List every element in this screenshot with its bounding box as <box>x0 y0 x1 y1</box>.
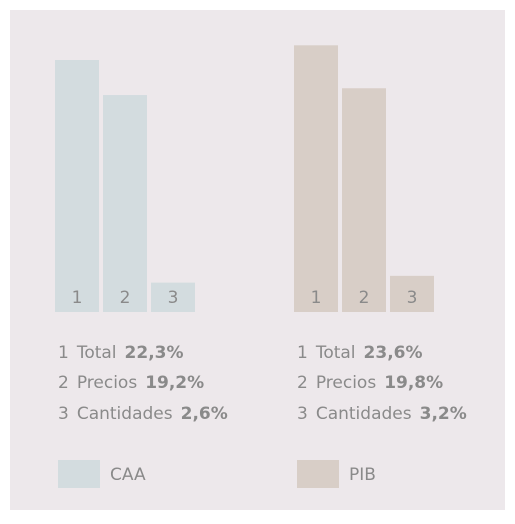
list-item: 3 Cantidades 3,2% <box>297 404 467 424</box>
item-name: Total <box>76 343 117 363</box>
item-number: 1 <box>58 343 69 363</box>
item-name: Precios <box>77 373 137 393</box>
list-item: 1 Total 22,3% <box>58 343 184 363</box>
bar <box>294 45 338 312</box>
item-value: 19,2% <box>145 373 204 393</box>
bar <box>103 95 147 312</box>
legend-label: CAA <box>110 465 146 485</box>
bar-label: 1 <box>72 288 83 308</box>
item-name: Total <box>315 343 356 363</box>
item-name: Cantidades <box>77 404 173 424</box>
item-number: 3 <box>297 404 308 424</box>
bar <box>342 88 386 312</box>
bar <box>390 275 434 312</box>
bar <box>151 282 195 312</box>
item-number: 1 <box>297 343 308 363</box>
item-value: 23,6% <box>364 343 423 363</box>
item-value: 22,3% <box>125 343 184 363</box>
bar-label: 2 <box>359 288 370 308</box>
item-value: 2,6% <box>181 404 228 424</box>
bar-label: 2 <box>120 288 131 308</box>
bar-label: 3 <box>407 288 418 308</box>
list-item: 1 Total 23,6% <box>297 343 423 363</box>
item-value: 19,8% <box>384 373 443 393</box>
item-name: Cantidades <box>316 404 412 424</box>
legend-label: PIB <box>349 465 376 485</box>
legend-swatch <box>297 460 339 488</box>
item-name: Precios <box>316 373 376 393</box>
bar-label: 3 <box>168 288 179 308</box>
list-item: 2 Precios 19,8% <box>297 373 443 393</box>
item-value: 3,2% <box>420 404 467 424</box>
list-item: 2 Precios 19,2% <box>58 373 204 393</box>
bar <box>55 60 99 313</box>
list-item: 3 Cantidades 2,6% <box>58 404 228 424</box>
bar-label: 1 <box>311 288 322 308</box>
item-number: 2 <box>297 373 308 393</box>
item-number: 3 <box>58 404 69 424</box>
legend-swatch <box>58 460 100 488</box>
item-number: 2 <box>58 373 69 393</box>
